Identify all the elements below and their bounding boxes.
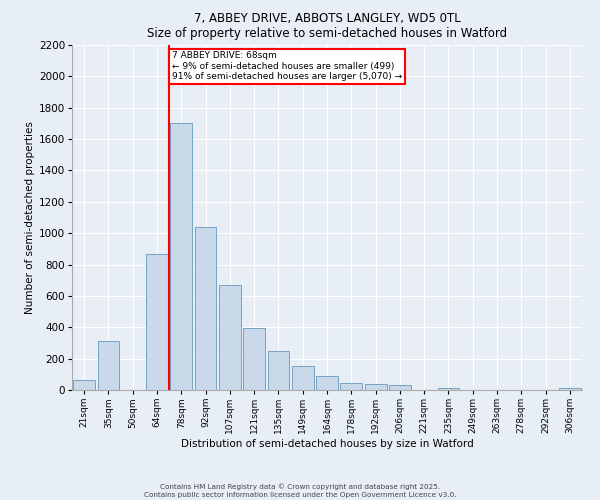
Bar [389,384,411,390]
Bar [73,380,95,390]
Bar [170,124,192,390]
Bar [559,388,581,390]
Bar [268,351,289,390]
Bar [340,383,362,390]
X-axis label: Distribution of semi-detached houses by size in Watford: Distribution of semi-detached houses by … [181,439,473,449]
Bar [316,376,338,390]
Bar [146,254,168,390]
Text: Contains HM Land Registry data © Crown copyright and database right 2025.
Contai: Contains HM Land Registry data © Crown c… [144,484,456,498]
Bar [437,388,460,390]
Bar [219,285,241,390]
Bar [292,366,314,390]
Bar [194,227,217,390]
Y-axis label: Number of semi-detached properties: Number of semi-detached properties [25,121,35,314]
Bar [97,342,119,390]
Bar [243,328,265,390]
Title: 7, ABBEY DRIVE, ABBOTS LANGLEY, WD5 0TL
Size of property relative to semi-detach: 7, ABBEY DRIVE, ABBOTS LANGLEY, WD5 0TL … [147,12,507,40]
Text: 7 ABBEY DRIVE: 68sqm
← 9% of semi-detached houses are smaller (499)
91% of semi-: 7 ABBEY DRIVE: 68sqm ← 9% of semi-detach… [172,52,402,81]
Bar [365,384,386,390]
